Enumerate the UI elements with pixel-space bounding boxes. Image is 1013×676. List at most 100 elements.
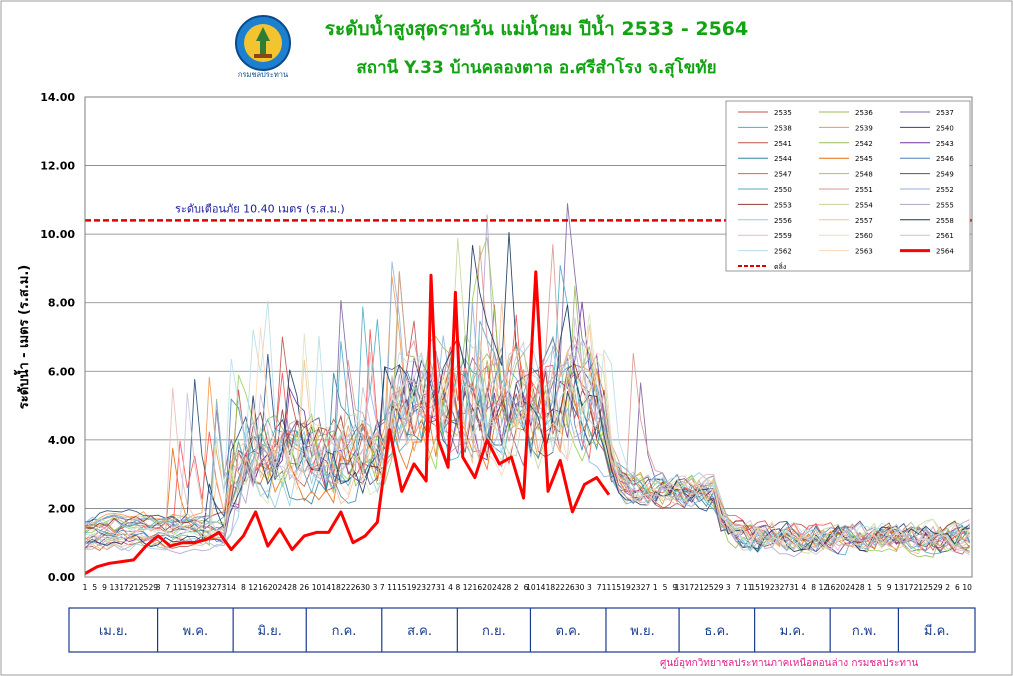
x-tick-label: 9 xyxy=(887,583,892,592)
month-label: ส.ค. xyxy=(407,624,432,639)
month-label: เม.ย. xyxy=(99,624,128,639)
x-tick-label: 28 xyxy=(855,583,865,592)
legend-label-2543: 2543 xyxy=(936,140,954,148)
x-tick-label: 30 xyxy=(575,583,585,592)
x-tick-label: 25 xyxy=(139,583,149,592)
y-tick-label: 8.00 xyxy=(48,297,75,310)
x-tick-label: 4 xyxy=(448,583,453,592)
legend-box xyxy=(725,100,971,272)
x-tick-label: 22 xyxy=(555,583,565,592)
x-tick-label: 25 xyxy=(923,583,933,592)
x-tick-label: 7 xyxy=(597,583,602,592)
month-band-group: เม.ย. พ.ค. มิ.ย. ก.ค. ส.ค. ก.ย. ต.ค. พ.ย. ธ.ค. ม.… xyxy=(68,607,976,653)
x-tick-label: 27 xyxy=(641,583,651,592)
legend-label-2551: 2551 xyxy=(855,186,873,194)
x-tick-label: 31 xyxy=(222,583,232,592)
month-label: ต.ค. xyxy=(556,624,581,639)
chart-subtitle: สถานี Y.33 บ้านคลองตาล อ.ศรีสำโรง จ.สุโข… xyxy=(356,58,717,78)
series-line-2564 xyxy=(84,270,611,575)
series-line-2562 xyxy=(84,300,970,549)
logo-caption: กรมชลประทาน xyxy=(238,70,288,79)
x-tick-label: 6 xyxy=(955,583,960,592)
x-tick-label: 21 xyxy=(694,583,704,592)
month-band-frame xyxy=(68,607,976,653)
x-tick-label: 8 xyxy=(455,583,460,592)
x-tick-label: 11 xyxy=(387,583,397,592)
x-tick-label: 18 xyxy=(331,583,341,592)
x-tick-label: 13 xyxy=(109,583,119,592)
plot-area xyxy=(84,96,973,578)
legend-label-2556: 2556 xyxy=(774,217,792,225)
legend-label-2539: 2539 xyxy=(855,124,873,132)
x-tick-label: 30 xyxy=(360,583,370,592)
chart-title: ระดับน้ำสูงสุดรายวัน แม่น้ำยม ปีน้ำ 2533… xyxy=(324,18,749,40)
x-tick-label: 26 xyxy=(565,583,575,592)
legend-label-2546: 2546 xyxy=(936,155,954,163)
month-label: ก.พ. xyxy=(852,624,877,639)
x-tick-label: 6 xyxy=(304,583,309,592)
x-tick-label: 10 xyxy=(962,583,972,592)
month-label: มี.ค. xyxy=(924,623,950,639)
x-tick-label: 8 xyxy=(241,583,246,592)
x-tick-label: 3 xyxy=(726,583,731,592)
legend-label-2545: 2545 xyxy=(855,155,873,163)
x-tick-label: 17 xyxy=(904,583,914,592)
x-tick-label: 13 xyxy=(894,583,904,592)
x-tick-label: 2 xyxy=(299,583,304,592)
x-tick-label: 24 xyxy=(278,583,288,592)
legend-label-2563: 2563 xyxy=(855,248,873,256)
x-tick-label: 19 xyxy=(407,583,417,592)
x-tick-label: 20 xyxy=(268,583,278,592)
legend-label-2547: 2547 xyxy=(774,171,792,179)
x-tick-label: 5 xyxy=(663,583,668,592)
y-tick-label: 0.00 xyxy=(48,571,75,584)
x-tick-label: 7 xyxy=(736,583,741,592)
x-tick-label: 19 xyxy=(192,583,202,592)
month-label: ม.ค. xyxy=(780,624,806,639)
x-tick-label: 14 xyxy=(536,583,546,592)
legend-label-2562: 2562 xyxy=(774,248,792,256)
legend-label-2561: 2561 xyxy=(936,232,954,240)
legend-label-2540: 2540 xyxy=(936,124,954,132)
x-tick-label: 20 xyxy=(836,583,846,592)
x-tick-label: 9 xyxy=(102,583,107,592)
x-tick-label: 17 xyxy=(119,583,129,592)
y-tick-label: 14.00 xyxy=(40,91,75,104)
x-tick-label: 5 xyxy=(92,583,97,592)
y-axis-label: ระดับน้ำ - เมตร (ร.ส.ม.) xyxy=(13,265,32,409)
x-tick-label: 19 xyxy=(621,583,631,592)
legend-label-2535: 2535 xyxy=(774,109,792,117)
x-tick-label: 24 xyxy=(492,583,502,592)
legend-label-2552: 2552 xyxy=(936,186,954,194)
x-tick-label: 5 xyxy=(877,583,882,592)
x-tick-label: 28 xyxy=(287,583,297,592)
legend-label-2555: 2555 xyxy=(936,201,954,209)
legend-label-2549: 2549 xyxy=(936,171,954,179)
x-tick-label: 15 xyxy=(750,583,760,592)
series-line-2561 xyxy=(84,317,970,556)
x-tick-label: 21 xyxy=(914,583,924,592)
legend: 2535 2536 2537 2538 2539 2540 2541 2542 2543 2544… xyxy=(725,100,971,272)
x-tick-label: 14 xyxy=(321,583,331,592)
month-label: ธ.ค. xyxy=(704,624,729,639)
x-tick-label: 22 xyxy=(341,583,351,592)
legend-label-2557: 2557 xyxy=(855,217,873,225)
legend-label-2559: 2559 xyxy=(774,232,792,240)
warning-level-label: ระดับเตือนภัย 10.40 เมตร (ร.ส.ม.) xyxy=(175,202,345,215)
legend-label-2560: 2560 xyxy=(855,232,873,240)
x-tick-label: 3 xyxy=(587,583,592,592)
series-line-2556 xyxy=(84,339,970,552)
x-tick-label: 20 xyxy=(482,583,492,592)
x-tick-label: 27 xyxy=(426,583,436,592)
month-label: ก.ค. xyxy=(332,624,357,639)
x-tick-label: 1 xyxy=(653,583,658,592)
x-tick-label: 26 xyxy=(351,583,361,592)
x-tick-label: 15 xyxy=(611,583,621,592)
x-tick-label: 13 xyxy=(675,583,685,592)
month-label: พ.ย. xyxy=(630,624,654,639)
legend-label-2541: 2541 xyxy=(774,140,792,148)
legend-label-2548: 2548 xyxy=(855,171,873,179)
legend-label-2553: 2553 xyxy=(774,201,792,209)
